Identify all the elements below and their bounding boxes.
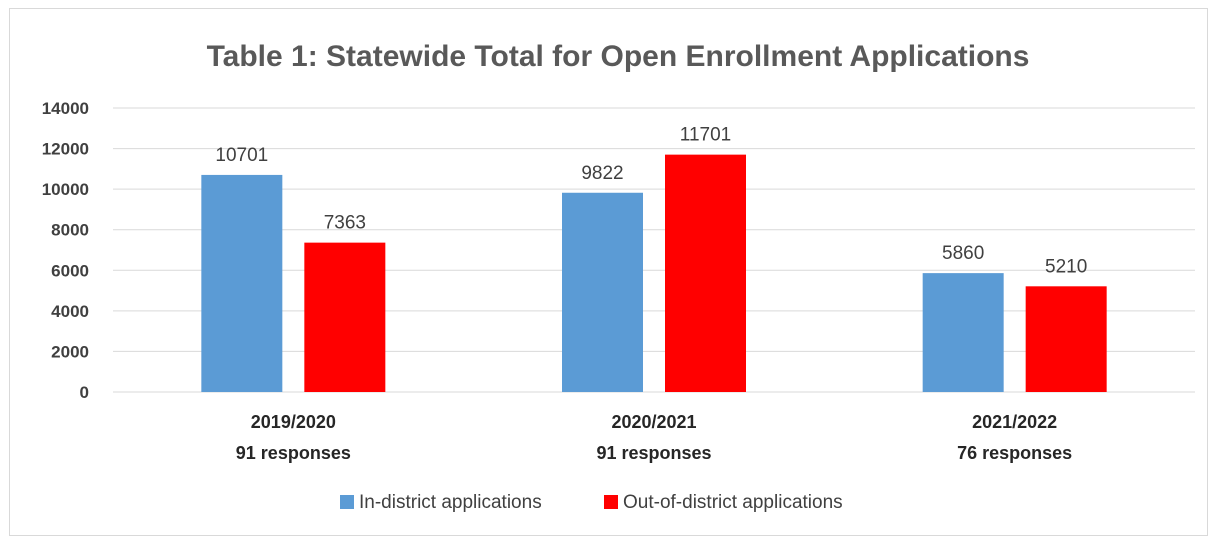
data-label: 10701 xyxy=(215,145,268,166)
y-axis-ticks: 0 2000 4000 6000 8000 10000 12000 14000 xyxy=(42,99,89,402)
data-labels: 10701 7363 9822 11701 5860 5210 xyxy=(215,125,1087,278)
y-tick-label: 6000 xyxy=(51,261,89,280)
bar xyxy=(562,192,643,392)
bar xyxy=(201,174,283,392)
legend: In-district applications Out-of-district … xyxy=(340,492,843,513)
y-tick-label: 10000 xyxy=(42,180,89,199)
y-tick-label: 0 xyxy=(80,383,89,402)
gridlines xyxy=(113,107,1195,393)
y-tick-label: 8000 xyxy=(51,221,89,240)
x-category-year: 2019/2020 xyxy=(251,412,336,432)
data-label: 5860 xyxy=(942,243,984,264)
bar xyxy=(922,273,1004,392)
bars xyxy=(201,154,1107,392)
y-tick-label: 2000 xyxy=(51,342,89,361)
bar-chart: Table 1: Statewide Total for Open Enroll… xyxy=(42,40,1195,513)
x-category-responses: 76 responses xyxy=(957,443,1072,463)
x-category-year: 2021/2022 xyxy=(972,412,1057,432)
bar xyxy=(304,242,386,392)
legend-swatch xyxy=(340,495,354,509)
x-category-responses: 91 responses xyxy=(236,443,351,463)
bar xyxy=(665,154,746,392)
y-tick-label: 12000 xyxy=(42,140,89,159)
data-label: 9822 xyxy=(581,163,623,184)
legend-swatch xyxy=(604,495,618,509)
data-label: 7363 xyxy=(324,213,366,234)
chart-title: Table 1: Statewide Total for Open Enroll… xyxy=(207,40,1030,73)
legend-label: Out-of-district applications xyxy=(623,492,843,513)
x-axis-categories: 2019/2020 91 responses 2020/2021 91 respons… xyxy=(236,412,1072,463)
y-tick-label: 14000 xyxy=(42,99,89,118)
data-label: 11701 xyxy=(680,125,731,146)
bar xyxy=(1025,286,1107,392)
x-category-responses: 91 responses xyxy=(596,443,711,463)
legend-label: In-district applications xyxy=(359,492,542,513)
y-tick-label: 4000 xyxy=(51,302,89,321)
data-label: 5210 xyxy=(1045,256,1087,277)
x-category-year: 2020/2021 xyxy=(611,412,696,432)
chart-frame: Table 1: Statewide Total for Open Enroll… xyxy=(9,8,1208,536)
